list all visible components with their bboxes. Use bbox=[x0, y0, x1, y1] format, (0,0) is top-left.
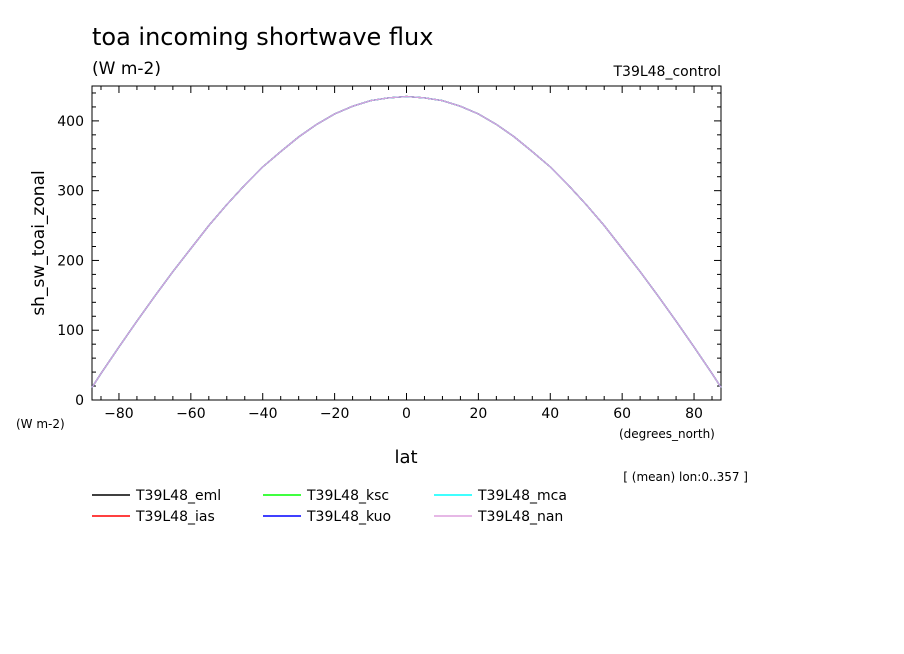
x-tick-label: −60 bbox=[176, 406, 206, 422]
chart-subtitle: (W m-2) bbox=[92, 59, 161, 79]
x-axis-label: lat bbox=[394, 447, 417, 468]
series-line-t39l48-kuo bbox=[91, 95, 722, 388]
legend-label: T39L48_nan bbox=[477, 509, 563, 525]
x-tick-label: 20 bbox=[469, 406, 487, 422]
legend-label: T39L48_kuo bbox=[306, 509, 391, 525]
footnote: [ (mean) lon:0..357 ] bbox=[623, 470, 748, 484]
legend-label: T39L48_eml bbox=[135, 488, 221, 504]
y-tick-labels: 0 100 200 300 400 bbox=[57, 114, 84, 409]
x-tick-labels: −80 −60 −40 −20 0 20 40 60 80 bbox=[104, 406, 703, 422]
x-tick-label: 0 bbox=[402, 406, 411, 422]
series-line-t39l48-ias bbox=[91, 95, 722, 388]
y-tick-label: 300 bbox=[57, 184, 84, 200]
series-line-t39l48-ksc bbox=[91, 95, 722, 388]
legend-label: T39L48_ias bbox=[135, 509, 215, 525]
x-tick-label: −20 bbox=[320, 406, 350, 422]
plot-frame bbox=[91, 85, 722, 401]
y-tick-label: 100 bbox=[57, 323, 84, 339]
y-tick-label: 400 bbox=[57, 114, 84, 130]
legend-label: T39L48_mca bbox=[477, 488, 567, 504]
x-tick-label: 60 bbox=[613, 406, 631, 422]
run-label: T39L48_control bbox=[612, 64, 721, 80]
chart-title: toa incoming shortwave flux bbox=[92, 23, 433, 51]
x-tick-label: −80 bbox=[104, 406, 134, 422]
x-units-label: (degrees_north) bbox=[619, 427, 715, 441]
legend-label: T39L48_ksc bbox=[306, 488, 389, 504]
y-units-label: (W m-2) bbox=[16, 417, 65, 431]
x-tick-label: −40 bbox=[248, 406, 278, 422]
series-line-t39l48-eml bbox=[91, 95, 722, 388]
series-line-t39l48-mca bbox=[91, 95, 722, 388]
y-tick-label: 200 bbox=[57, 253, 84, 269]
axis-ticks bbox=[92, 86, 721, 401]
x-tick-label: 40 bbox=[541, 406, 559, 422]
series-lines bbox=[91, 95, 722, 388]
y-axis-label: sh_sw_toai_zonal bbox=[29, 170, 49, 315]
y-tick-label: 0 bbox=[75, 393, 84, 409]
legend: T39L48_eml T39L48_ksc T39L48_mca T39L48_ias… bbox=[92, 488, 567, 525]
series-line-t39l48-nan bbox=[91, 95, 722, 388]
x-tick-label: 80 bbox=[685, 406, 703, 422]
